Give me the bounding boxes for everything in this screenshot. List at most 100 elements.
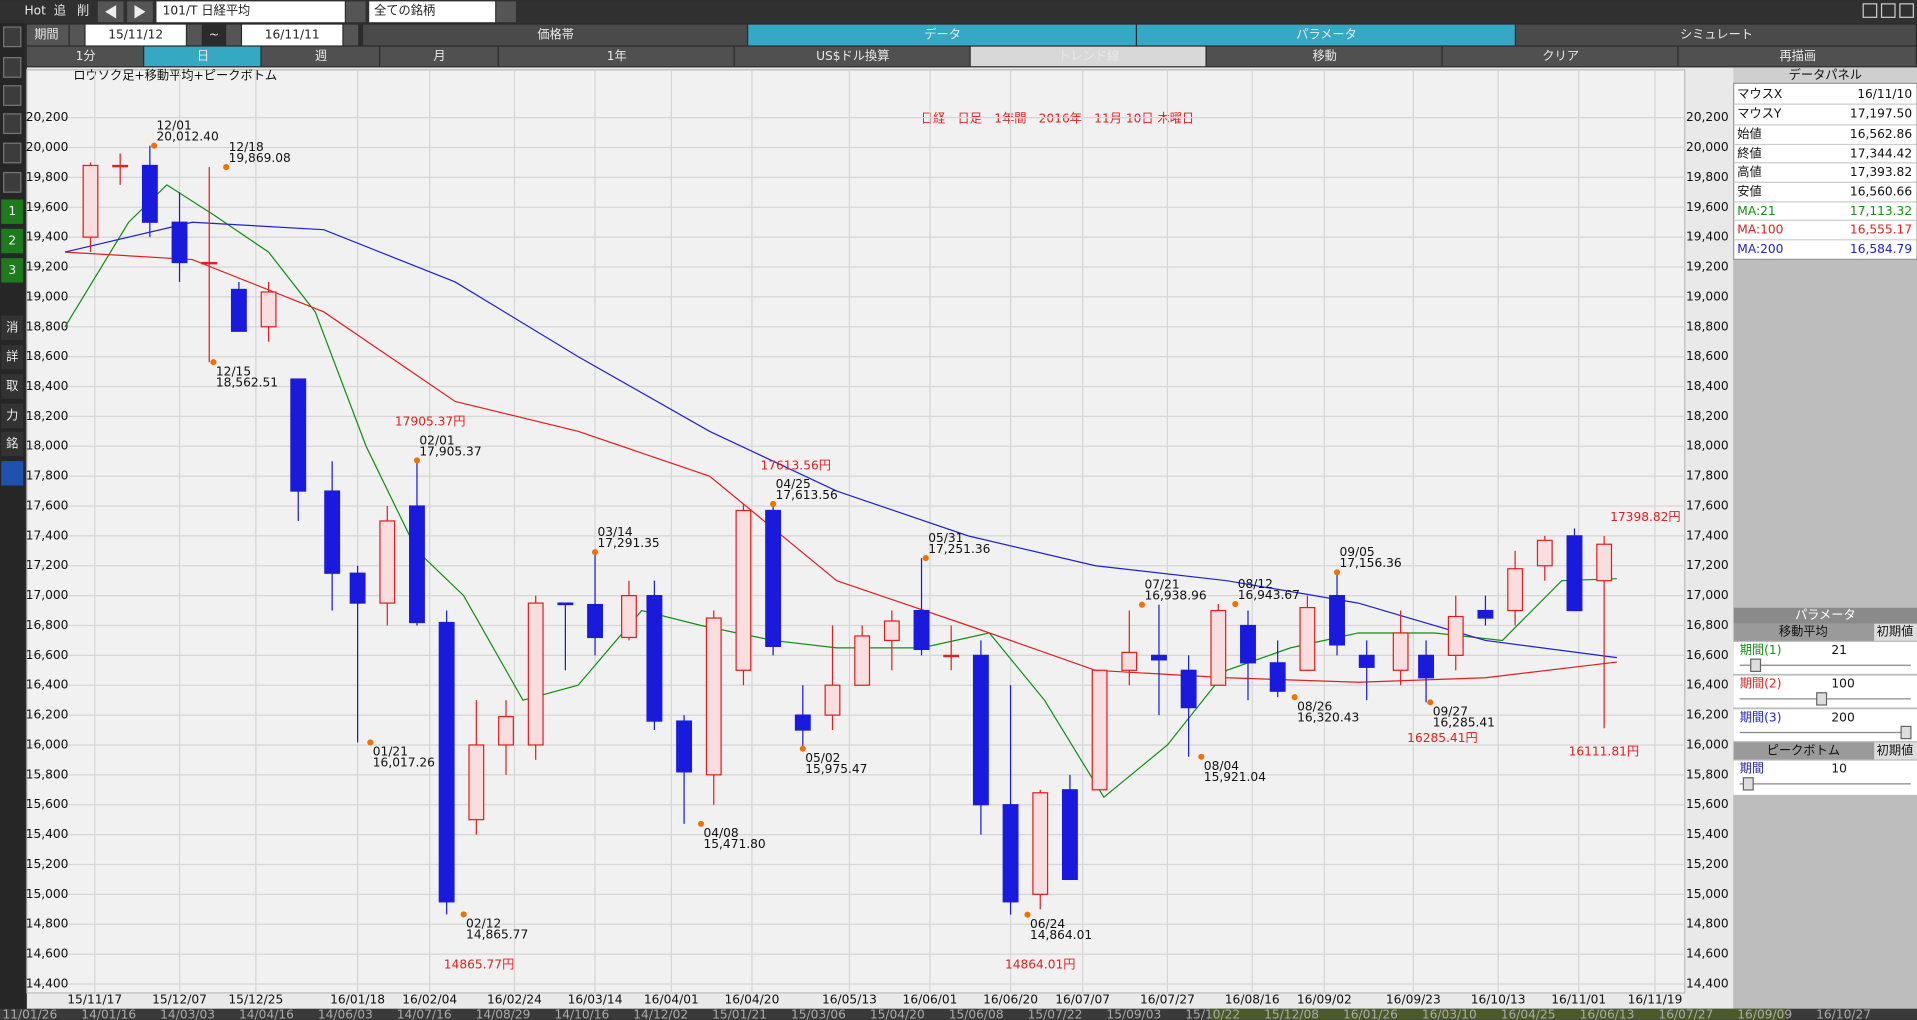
peak-date: 09/05 xyxy=(1339,545,1374,559)
candle-body xyxy=(1240,624,1256,664)
peak-header xyxy=(1733,742,1917,760)
symbol-box[interactable] xyxy=(156,1,345,23)
strip-date: 16/01/26 xyxy=(1343,1007,1398,1020)
to-date: 16/11/11 xyxy=(265,28,320,42)
symbol-dropdown[interactable] xyxy=(345,1,366,23)
tool-icon[interactable] xyxy=(3,85,22,106)
ma-reset[interactable] xyxy=(1874,623,1917,641)
peak-reset[interactable] xyxy=(1874,742,1917,760)
toolbar-button[interactable] xyxy=(970,46,1206,67)
to-box[interactable] xyxy=(242,24,343,46)
toolbar-button[interactable] xyxy=(1442,46,1678,67)
toolbar-button[interactable] xyxy=(144,46,261,67)
y-tick-label: 20,200 xyxy=(26,110,69,124)
peak-value: 15,471.80 xyxy=(703,837,765,851)
tab-label: シミュレート xyxy=(1680,28,1753,42)
tool-icon[interactable] xyxy=(3,57,22,78)
tool-icon[interactable] xyxy=(3,142,22,164)
peak-slider-thumb[interactable] xyxy=(1742,777,1754,791)
candle-body xyxy=(557,602,574,606)
forward-icon xyxy=(134,5,146,19)
toolbar-button[interactable] xyxy=(26,46,144,67)
settings-icon[interactable] xyxy=(1,461,24,486)
candle-body xyxy=(1180,669,1197,709)
to-prev[interactable] xyxy=(226,24,241,46)
param-slider-thumb[interactable] xyxy=(1816,692,1828,706)
maximize-button[interactable] xyxy=(1880,3,1896,18)
strip-date: 15/03/06 xyxy=(791,1007,846,1020)
candle-body xyxy=(1329,595,1345,646)
peak-date: 12/15 xyxy=(216,365,251,379)
strip-date: 15/09/03 xyxy=(1106,1007,1161,1020)
y-tick-label: 16,600 xyxy=(26,648,69,662)
y-tick-label-right: 20,000 xyxy=(1686,140,1729,154)
toolbar-button[interactable] xyxy=(1206,46,1442,67)
toolbar-button[interactable] xyxy=(734,46,970,67)
candle-body xyxy=(260,291,277,328)
toolbar-button[interactable] xyxy=(498,46,734,67)
tool-button[interactable] xyxy=(1,431,24,457)
strip-date: 15/07/22 xyxy=(1028,1007,1083,1020)
x-tick-label: 16/06/01 xyxy=(903,993,958,1007)
tool-button[interactable] xyxy=(1,403,24,429)
candle-body xyxy=(1566,535,1583,612)
x-tick-label: 16/04/01 xyxy=(644,993,699,1007)
param-slider-thumb[interactable] xyxy=(1900,725,1912,740)
tab[interactable] xyxy=(1515,24,1916,46)
filter-box[interactable] xyxy=(369,1,496,23)
toolbar-button[interactable] xyxy=(380,46,498,67)
param-label: 期間(3) xyxy=(1740,710,1782,724)
y-tick-label: 15,600 xyxy=(26,797,69,811)
toolbar-button[interactable] xyxy=(261,46,379,67)
candle-body xyxy=(1210,609,1227,686)
data-value: 17,197.50 xyxy=(1850,106,1912,120)
y-tick-label-right: 14,800 xyxy=(1686,917,1729,931)
from-prev[interactable] xyxy=(69,24,85,46)
y-tick-label-right: 15,000 xyxy=(1686,887,1729,901)
param-slider-thumb[interactable] xyxy=(1750,658,1762,672)
peak-value: 19,869.08 xyxy=(229,151,291,165)
tab[interactable] xyxy=(363,24,747,46)
add-button[interactable]: 追 xyxy=(54,3,66,18)
hot-button[interactable]: Hot xyxy=(24,4,46,18)
tool-button[interactable] xyxy=(1,258,24,283)
to-next[interactable] xyxy=(343,24,359,46)
from-next[interactable] xyxy=(187,24,202,46)
minimize-button[interactable] xyxy=(1862,3,1878,18)
toolbar-button[interactable] xyxy=(1678,46,1916,67)
peak-date: 03/14 xyxy=(597,525,632,539)
tab[interactable] xyxy=(1136,24,1515,46)
tool-label: 消 xyxy=(6,320,18,334)
tool-icon[interactable] xyxy=(3,26,22,48)
data-label: 高値 xyxy=(1737,164,1761,179)
close-button[interactable] xyxy=(1899,3,1914,18)
from-box[interactable] xyxy=(85,24,186,46)
tool-button[interactable] xyxy=(1,344,24,370)
moving-average xyxy=(64,221,1617,659)
tab[interactable] xyxy=(748,24,1136,46)
y-tick-label-right: 16,000 xyxy=(1686,737,1729,751)
filter-dropdown[interactable] xyxy=(496,1,516,23)
x-tick-label: 16/09/02 xyxy=(1297,993,1352,1007)
candle-body xyxy=(794,714,811,731)
peak-dot xyxy=(151,142,158,149)
tool-button[interactable] xyxy=(1,315,24,341)
peak-value: 14,865.77 xyxy=(466,928,528,942)
peak-dot xyxy=(223,164,230,171)
y-tick-label: 19,000 xyxy=(26,289,69,303)
tool-button[interactable] xyxy=(1,374,24,399)
tool-button[interactable] xyxy=(1,199,24,224)
tool-button[interactable] xyxy=(1,228,24,254)
candle-body xyxy=(883,620,900,642)
tool-icon[interactable] xyxy=(3,171,22,193)
y-tick-label-right: 19,200 xyxy=(1686,260,1729,274)
x-tick-label: 16/09/23 xyxy=(1386,993,1441,1007)
delete-button[interactable]: 削 xyxy=(77,4,89,18)
data-label: MA:100 xyxy=(1737,223,1783,237)
tool-icon[interactable] xyxy=(3,113,22,135)
candle-body xyxy=(1061,789,1078,881)
price-callout: 17398.82円 xyxy=(1610,510,1681,524)
y-tick-label-right: 17,400 xyxy=(1686,528,1729,542)
peak-value: 16,943.67 xyxy=(1238,588,1300,602)
